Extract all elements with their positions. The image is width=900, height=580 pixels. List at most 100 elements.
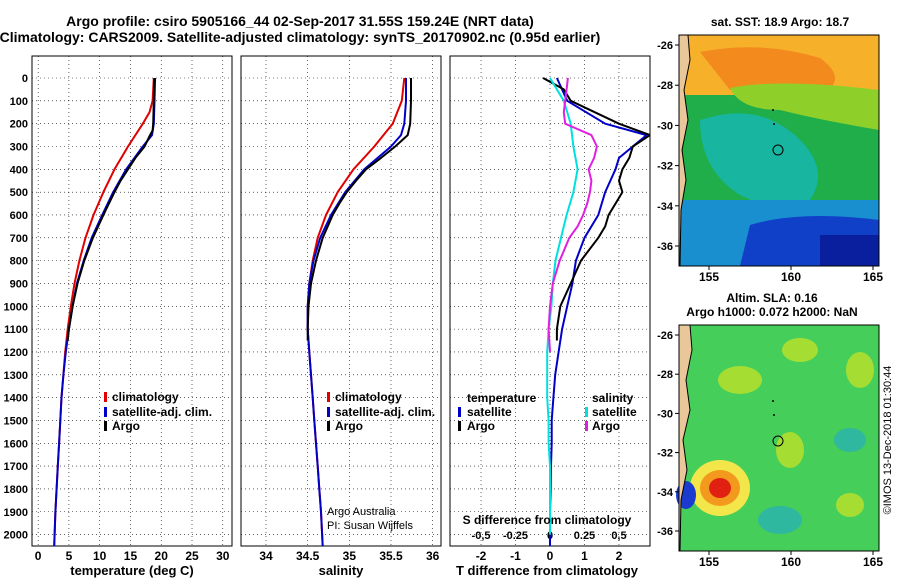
map-axes: -26 -28 -30 -32 -34 -36 155 160 165 -26 -28 -30 -32 -… (657, 40, 883, 569)
sla-anomaly-patch (836, 493, 864, 517)
depth-axis: 0 100 200 300 400 500 600 700 800 900 1000 1100 1200… (4, 73, 28, 542)
legend-label-s-argo: Argo (592, 419, 620, 433)
profile-lines (53, 77, 650, 546)
legend-label-argo: Argo (112, 419, 140, 433)
credit-line-2: PI: Susan Wijffels (327, 520, 413, 532)
sla-track-point (772, 400, 774, 402)
depth-tick-label: 1800 (4, 484, 28, 496)
depth-tick-label: 1700 (4, 461, 28, 473)
legend-swatch-climatology (327, 392, 330, 402)
sst-land (679, 35, 690, 266)
legend-swatch-argo (104, 421, 107, 431)
lat-tick-label: -28 (657, 369, 673, 381)
sla-anomaly-patch (718, 366, 762, 394)
lon-tick-label: 165 (863, 555, 883, 569)
depth-tick-label: 1300 (4, 370, 28, 382)
series-line-t-argo (542, 77, 650, 341)
legend-label-argo: Argo (335, 419, 363, 433)
lat-tick-label: -30 (657, 408, 673, 420)
sst-coldest-patch (820, 235, 879, 266)
difference-xlabel: T difference from climatology (456, 563, 639, 578)
x-tick-label: 5 (66, 549, 73, 563)
lat-tick-label: -32 (657, 448, 673, 460)
s-tick-label: 0.25 (574, 530, 595, 542)
lon-tick-label: 155 (699, 555, 719, 569)
legend-label-climatology: climatology (112, 390, 179, 404)
x-tick-label: 1 (581, 549, 588, 563)
lat-tick-label: -26 (657, 330, 673, 342)
legend-label-t-satellite: satellite (467, 405, 512, 419)
x-tick-label: 0 (547, 549, 554, 563)
x-tick-label: 15 (124, 549, 138, 563)
legend-label-climatology: climatology (335, 390, 402, 404)
sst-cool-tongue (700, 113, 818, 207)
lat-tick-label: -34 (657, 201, 674, 213)
credit-line-1: Argo Australia (327, 506, 396, 518)
series-line-s-satellite (546, 77, 579, 535)
salinity-panel (240, 55, 442, 547)
sst-float-marker (772, 144, 784, 156)
sla-anomaly-patch (834, 428, 866, 452)
sst-mid-band (730, 83, 879, 130)
lon-tick-label: 160 (781, 555, 801, 569)
series-line-argo (306, 78, 412, 341)
legend-swatch-satellite (104, 407, 107, 417)
s-tick-label: -0.25 (503, 530, 528, 542)
x-tick-label: -1 (510, 549, 521, 563)
sst-map (678, 34, 880, 267)
x-tick-label: 25 (185, 549, 199, 563)
depth-tick-label: 200 (10, 119, 28, 131)
x-tick-label: 2 (616, 549, 623, 563)
depth-tick-label: 400 (10, 164, 28, 176)
sla-warm-eddy-core (709, 478, 731, 498)
salinity-legend: climatology satellite-adj. clim. Argo (327, 390, 435, 433)
depth-tick-label: 800 (10, 256, 28, 268)
lat-tick-label: -32 (657, 161, 673, 173)
sst-track-point (772, 109, 774, 111)
sla-anomaly-patch (776, 432, 804, 468)
temperature-legend: climatology satellite-adj. clim. Argo (104, 390, 212, 433)
lat-tick-label: -34 (657, 487, 674, 499)
sst-map-title: sat. SST: 18.9 Argo: 18.7 (711, 15, 850, 29)
x-tick-label: 34 (259, 549, 273, 563)
depth-tick-label: 1100 (4, 324, 28, 336)
lat-tick-label: -30 (657, 120, 673, 132)
x-tick-label: 30 (216, 549, 230, 563)
sla-coastline (679, 324, 693, 552)
series-line-s-argo (547, 77, 598, 353)
depth-tick-label: 1200 (4, 347, 28, 359)
legend-label-satellite: satellite-adj. clim. (112, 405, 212, 419)
sla-anomaly-patch (782, 338, 818, 362)
lat-tick-label: -36 (657, 526, 673, 538)
depth-tick-label: 2000 (4, 530, 28, 542)
legend-swatch-s-satellite (585, 407, 588, 417)
depth-tick-label: 1500 (4, 415, 28, 427)
x-tick-label: -2 (476, 549, 487, 563)
sla-float-marker (772, 435, 784, 447)
depth-tick-label: 1900 (4, 507, 28, 519)
series-line-argo (66, 77, 156, 341)
s-tick-label: -0,5 (472, 530, 491, 542)
lat-tick-label: -26 (657, 40, 673, 52)
series-line-satellite-adj-clim- (306, 78, 407, 546)
sla-land (679, 325, 692, 551)
legend-swatch-satellite (327, 407, 330, 417)
sla-map-frame (678, 324, 880, 552)
sla-anomaly-patch (758, 506, 802, 534)
depth-tick-label: 700 (10, 233, 28, 245)
legend-label-satellite: satellite-adj. clim. (335, 405, 435, 419)
sla-map-title-1: Altim. SLA: 0.16 (726, 291, 818, 305)
sst-coastline (679, 34, 691, 267)
figure-title-line-2: Climatology: CARS2009. Satellite-adjuste… (0, 29, 600, 45)
timestamp-footer: ©IMOS 13-Dec-2018 01:30:44 (882, 366, 894, 515)
legend-title-salinity: salinity (592, 391, 634, 405)
legend-swatch-s-argo (585, 421, 588, 431)
depth-tick-label: 1400 (4, 393, 28, 405)
lon-tick-label: 165 (863, 270, 883, 284)
x-tick-label: 0 (35, 549, 42, 563)
x-axes: 0 5 10 15 20 25 30 34 34.5 35 35.5 36 -2 -1 0 1 2 -0,5 -0.… (35, 530, 627, 563)
temperature-xlabel: temperature (deg C) (70, 563, 194, 578)
x-tick-label: 10 (93, 549, 107, 563)
s-difference-label: S difference from climatology (463, 513, 632, 527)
